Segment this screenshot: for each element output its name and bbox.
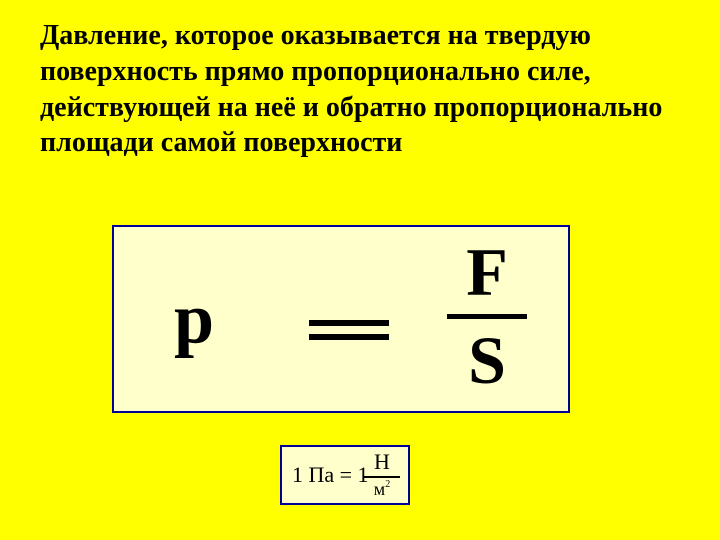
formula-lhs: p [174,278,213,361]
unit-denominator: м2 [364,480,400,498]
unit-den-base: м [374,479,385,499]
unit-box: 1 Па = 1 Н м2 [280,445,410,505]
unit-fraction-bar [364,476,400,478]
unit-numerator: Н [364,451,400,473]
unit-left-text: 1 Па = 1 [292,462,369,488]
definition-text: Давление, которое оказывается на твердую… [40,18,680,161]
fraction-bar [447,314,527,319]
equals-bar-top [309,320,389,326]
unit-fraction: Н м2 [364,451,400,498]
formula-numerator: F [447,237,527,308]
unit-den-exp: 2 [385,479,390,490]
equals-sign [309,312,389,348]
equals-bar-bottom [309,334,389,340]
formula-fraction: F S [447,237,527,397]
formula-box: p F S [112,225,570,413]
formula-denominator: S [447,325,527,396]
